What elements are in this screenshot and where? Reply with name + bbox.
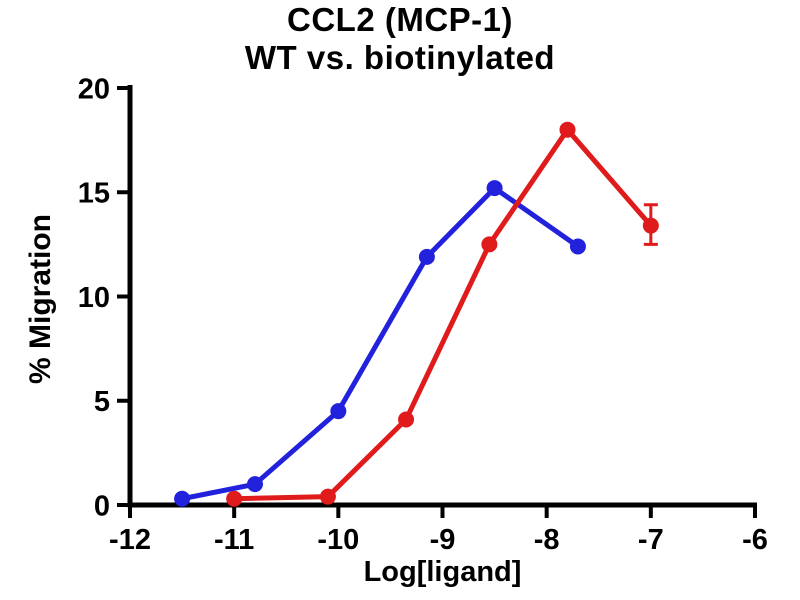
series-biotinylated-point bbox=[481, 236, 498, 253]
series-biotinylated-point bbox=[398, 411, 415, 428]
series-wt-point bbox=[569, 238, 586, 255]
x-tick-label: -11 bbox=[214, 524, 254, 556]
chart-title-line1: CCL2 (MCP-1) bbox=[287, 1, 513, 38]
series-wt-point bbox=[330, 403, 347, 420]
series-biotinylated-point bbox=[226, 490, 243, 507]
x-tick-label: -8 bbox=[534, 524, 560, 556]
x-tick-label: -6 bbox=[742, 524, 768, 556]
y-tick-label: 20 bbox=[78, 73, 110, 105]
series-biotinylated-point bbox=[642, 217, 659, 234]
series-wt-point bbox=[174, 490, 191, 507]
series-wt-point bbox=[247, 476, 263, 493]
x-tick-label: -12 bbox=[109, 524, 151, 556]
series-biotinylated-point bbox=[319, 488, 336, 505]
chart-title: CCL2 (MCP-1) WT vs. biotinylated bbox=[0, 1, 800, 77]
x-tick-label: -7 bbox=[638, 524, 664, 556]
x-tick-label: -9 bbox=[430, 524, 456, 556]
chart-title-line2: WT vs. biotinylated bbox=[244, 39, 556, 76]
y-tick-label: 15 bbox=[78, 178, 110, 210]
series-wt-point bbox=[486, 180, 503, 197]
y-tick-label: 5 bbox=[94, 386, 110, 418]
y-tick-label: 10 bbox=[78, 282, 110, 314]
x-tick-label: -10 bbox=[317, 524, 359, 556]
series-biotinylated-point bbox=[559, 121, 576, 138]
y-tick-label: 0 bbox=[94, 490, 110, 522]
series-biotinylated-line bbox=[231, 127, 654, 502]
series-wt-line bbox=[179, 185, 581, 502]
x-axis-label: Log[ligand] bbox=[363, 556, 522, 588]
series-wt-point bbox=[418, 248, 435, 265]
